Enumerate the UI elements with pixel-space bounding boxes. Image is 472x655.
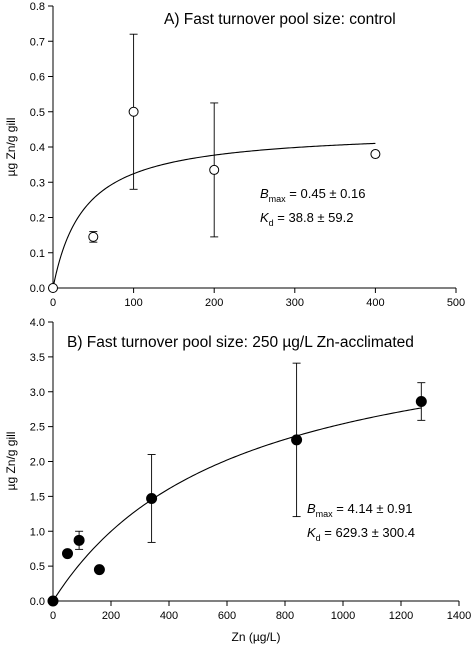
panel-b-title: B) Fast turnover pool size: 250 µg/L Zn-… [67, 334, 414, 351]
panel-b-data-point [93, 564, 105, 576]
panel-b-x-tick-label: 0 [50, 610, 56, 622]
panel-b-y-tick-label: 3.5 [30, 352, 45, 364]
panel-b-data-point [47, 595, 59, 607]
panel-a-y-tick-label: 0.0 [30, 283, 45, 295]
panel-a-x-tick-label: 500 [447, 297, 465, 309]
panel-a-y-tick-label: 0.3 [30, 177, 45, 189]
panel-a-data-point [48, 283, 58, 293]
panel-b-chart: 0 200 400 600 800 1000 1200 1400 0.0 0.5 1.0 1.5 2.0… [4, 317, 471, 644]
panel-b-data-point [73, 534, 85, 546]
panel-b-y-tick-label: 4.0 [30, 317, 45, 329]
panel-b-y-tick-label: 1.0 [30, 526, 45, 538]
panel-b-bmax-annotation: Bmax = 4.14 ± 0.91 [307, 501, 412, 519]
panel-b-kd-annotation: Kd = 629.3 ± 300.4 [307, 525, 415, 543]
panel-a-data-point [209, 164, 220, 175]
panel-a-kd-symbol: K [260, 210, 270, 225]
panel-a-x-tick-label: 100 [124, 297, 142, 309]
panel-b-y-tick-label: 2.0 [30, 457, 45, 469]
panel-b-y-tick-label: 1.5 [30, 491, 45, 503]
panel-a-bmax-annotation: Bmax = 0.45 ± 0.16 [260, 186, 365, 204]
panel-a-y-tick-label: 0.5 [30, 107, 45, 119]
panel-b-x-tick-label: 1000 [331, 610, 355, 622]
panel-a-y-tick-label: 0.8 [30, 1, 45, 13]
panel-a-chart: 0 100 200 300 400 500 0.0 0.1 0.2 0.3 0.4 0.5 0.6 0.7… [4, 1, 465, 309]
panel-b-x-label: Zn (µg/L) [232, 630, 281, 644]
panel-a-x-tick-label: 400 [366, 297, 384, 309]
panel-a-data-point [88, 231, 99, 242]
panel-b-x-tick-label: 800 [276, 610, 294, 622]
panel-a-bmax-value: = 0.45 ± 0.16 [286, 186, 366, 201]
panel-a-kd-annotation: Kd = 38.8 ± 59.2 [260, 210, 353, 228]
panel-b-fit-curve [52, 407, 422, 602]
panel-b-data-point [291, 434, 303, 446]
panel-b-kd-value: = 629.3 ± 300.4 [321, 525, 415, 540]
panel-a-y-tick-label: 0.4 [30, 142, 45, 154]
panel-b-x-tick-label: 600 [218, 610, 236, 622]
panel-a-y-label: µg Zn/g gill [4, 118, 18, 177]
panel-a-y-tick-label: 0.2 [30, 213, 45, 225]
panel-b-x-tick-label: 400 [160, 610, 178, 622]
panel-b-data-point [146, 492, 158, 504]
panel-a-kd-subscript: d [269, 218, 274, 228]
panel-b-x-tick-label: 1200 [389, 610, 413, 622]
panel-b-bmax-subscript: max [316, 509, 334, 519]
panel-b-x-tick-label: 1400 [447, 610, 471, 622]
panel-a-x-tick-label: 0 [50, 297, 56, 309]
panel-b-y-tick-label: 0.0 [30, 596, 45, 608]
panel-a-data-point [370, 149, 381, 160]
panel-a-x-tick-label: 200 [205, 297, 223, 309]
panel-b-y-tick-label: 0.5 [30, 561, 45, 573]
panel-b-bmax-value: = 4.14 ± 0.91 [333, 501, 413, 516]
panel-b-kd-subscript: d [316, 533, 321, 543]
panel-a-title: A) Fast turnover pool size: control [164, 11, 396, 28]
panel-b-y-tick-label: 2.5 [30, 422, 45, 434]
panel-a-y-tick-label: 0.6 [30, 72, 45, 84]
panel-a-kd-value: = 38.8 ± 59.2 [274, 210, 354, 225]
panel-b-data-point [415, 396, 427, 408]
panel-b-kd-symbol: K [307, 525, 317, 540]
panel-b-x-tick-label: 200 [102, 610, 120, 622]
panel-b-data-point [62, 548, 73, 560]
panel-a-x-tick-label: 300 [286, 297, 304, 309]
panel-a-data-point [128, 106, 139, 117]
panel-b-y-label: µg Zn/g gill [4, 432, 18, 491]
panel-a-y-tick-label: 0.1 [30, 248, 45, 260]
panel-a-bmax-symbol: B [260, 186, 269, 201]
panel-b-y-tick-label: 3.0 [30, 387, 45, 399]
panel-a-y-tick-label: 0.7 [30, 36, 45, 48]
panel-a-bmax-subscript: max [269, 194, 287, 204]
panel-b-bmax-symbol: B [307, 501, 316, 516]
